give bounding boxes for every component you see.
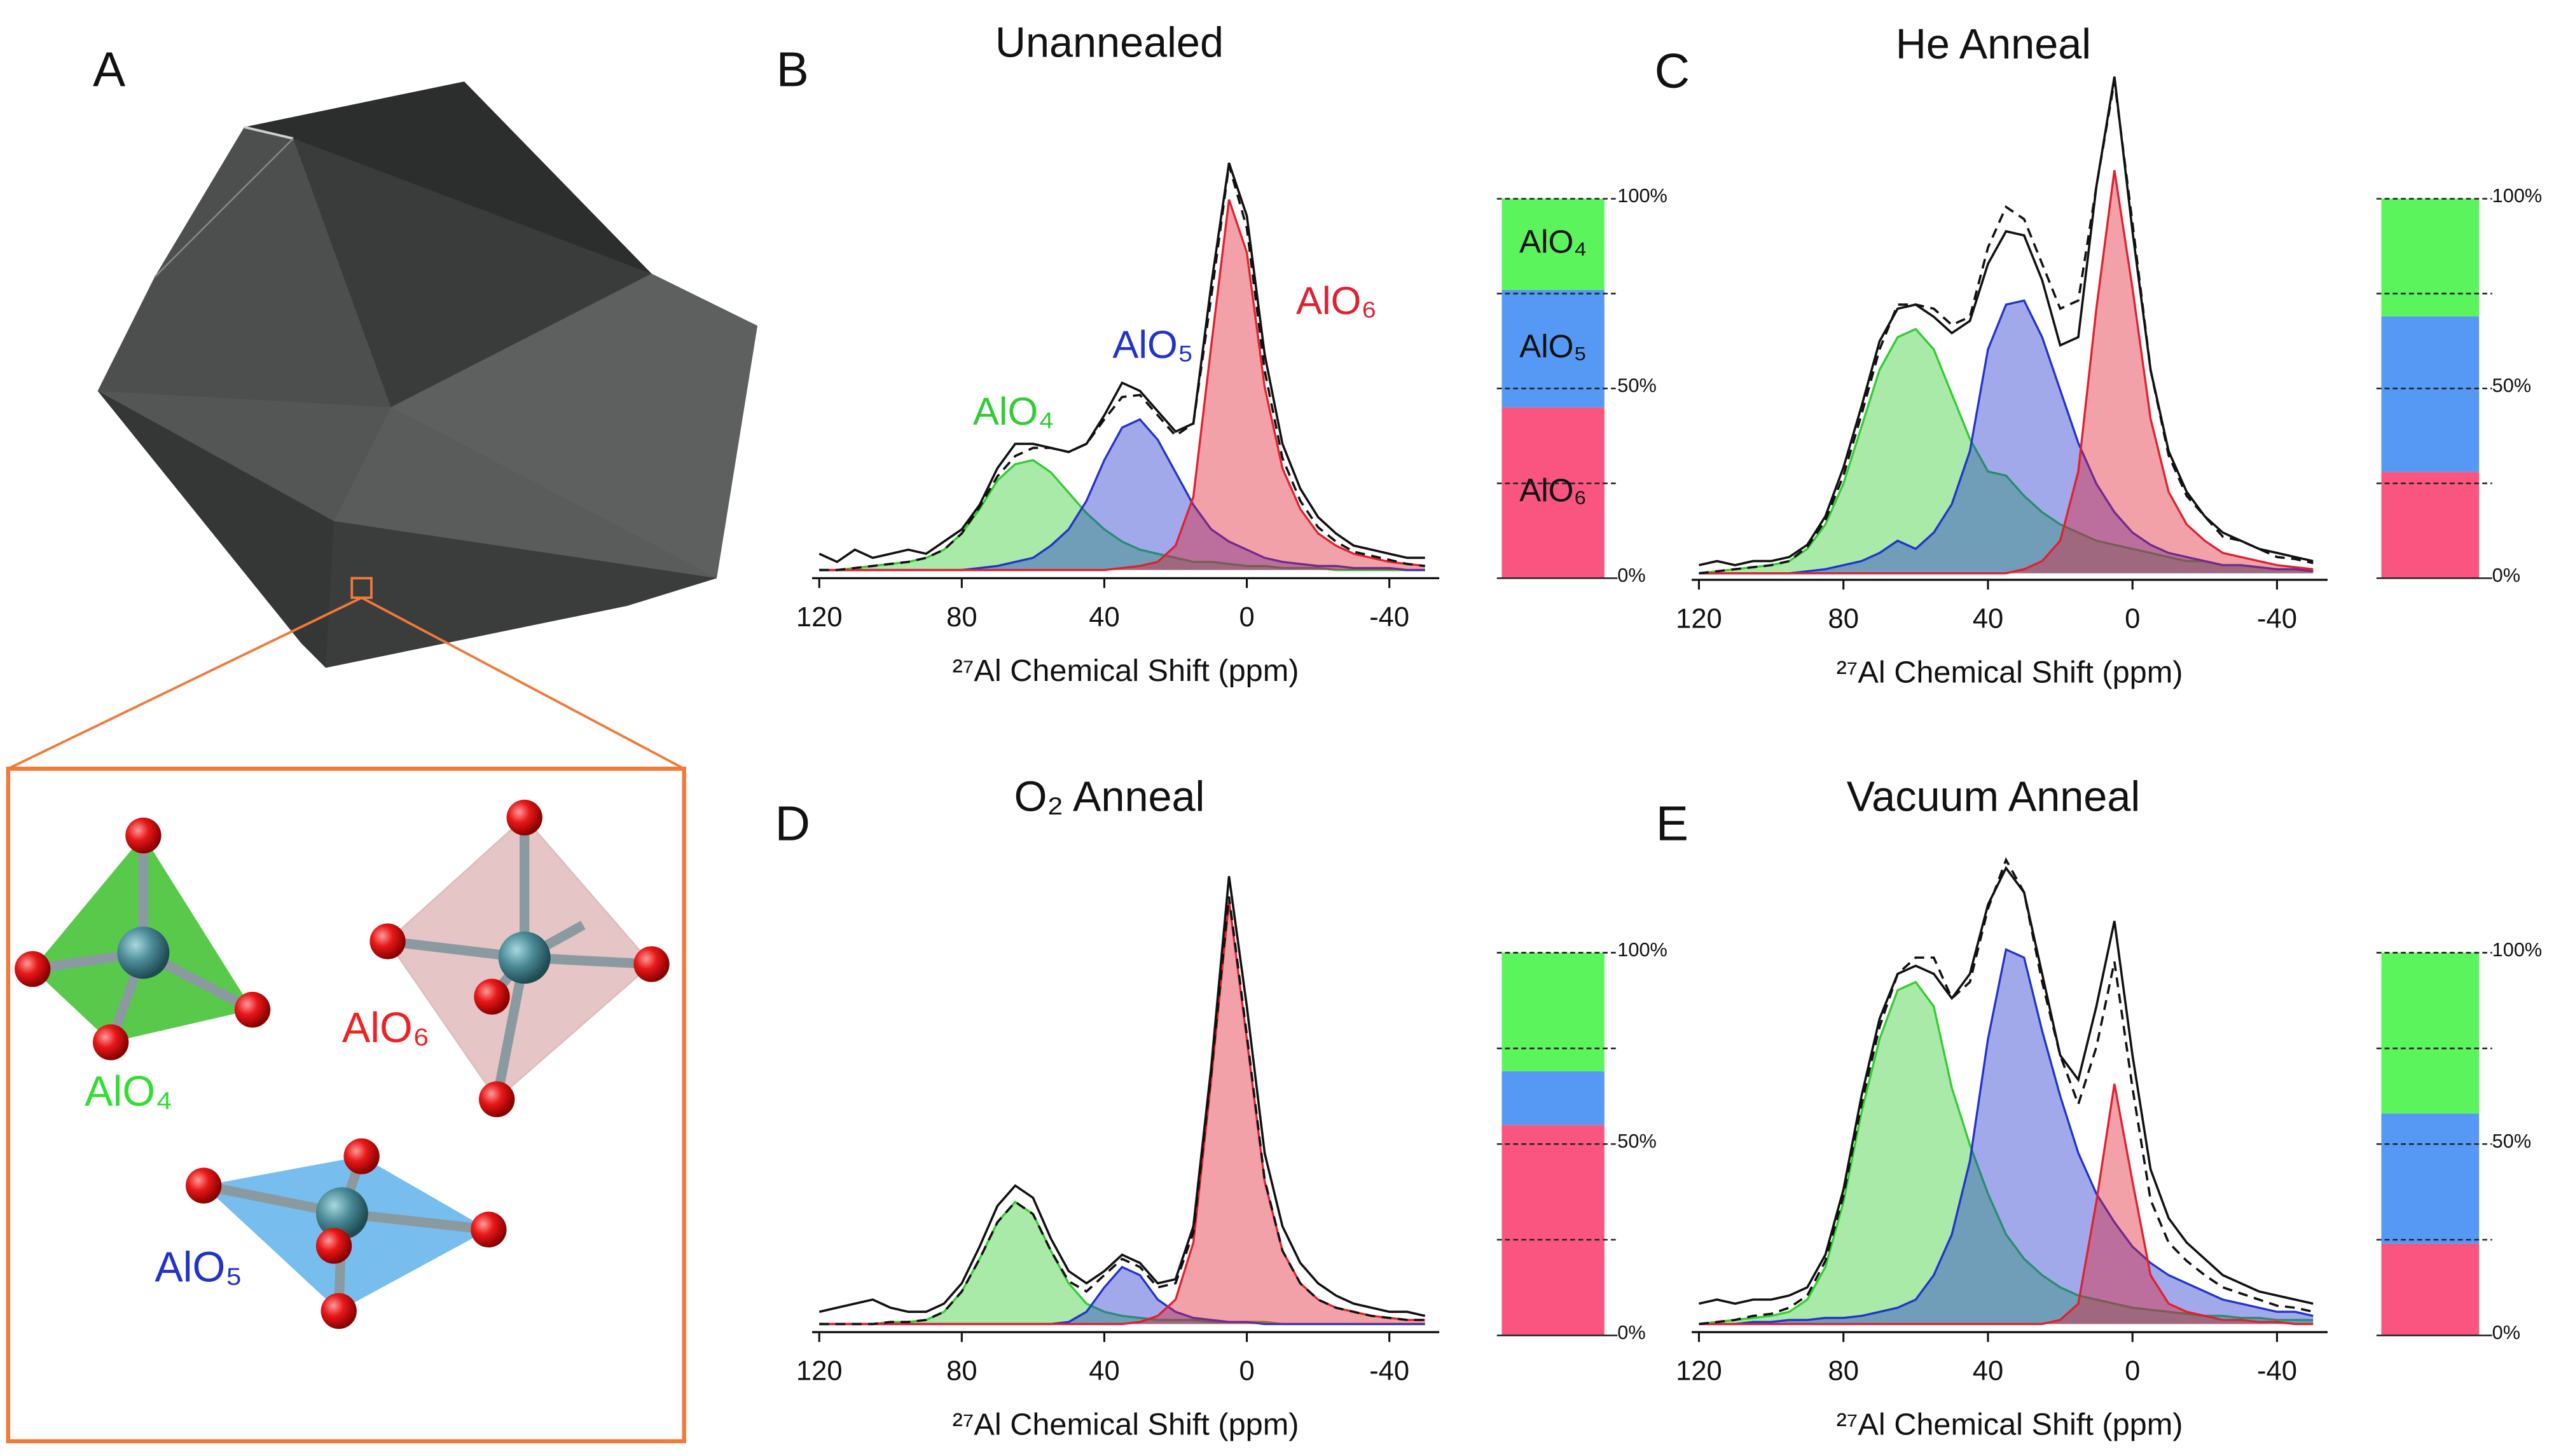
bar-segment <box>1501 952 1605 1072</box>
y-tick-label: 50% <box>2492 374 2531 397</box>
panel-title: He Anneal <box>1896 21 2091 68</box>
y-tick-label: 100% <box>1617 184 1667 207</box>
x-tick-label: 40 <box>1089 1356 1119 1387</box>
x-tick-label: 80 <box>1828 1356 1858 1387</box>
component-line <box>1699 980 2314 1326</box>
component-area <box>1699 982 2314 1324</box>
bar-segment <box>1501 198 1605 290</box>
panel-title: Unannealed <box>995 19 1224 66</box>
tetrahedron <box>15 817 271 1061</box>
component-label: AlO₆ <box>1296 279 1377 323</box>
y-tick-label: 100% <box>2492 184 2543 207</box>
x-tick-label: 40 <box>1089 602 1119 633</box>
structure-label: AlO₄ <box>85 1068 172 1115</box>
zoom-line <box>7 596 362 770</box>
panel-title: Vacuum Anneal <box>1847 773 2140 820</box>
component-area <box>1699 300 2314 573</box>
y-tick-label: 0% <box>1617 1321 1645 1343</box>
x-tick-label: 0 <box>1239 602 1254 633</box>
octahedron <box>369 799 670 1118</box>
bar-segment <box>2381 316 2480 472</box>
x-tick-label: 80 <box>946 1356 977 1387</box>
component-area <box>1699 170 2314 573</box>
x-tick-label: 120 <box>1676 603 1722 634</box>
component-label: AlO₄ <box>973 390 1054 434</box>
component-line <box>1699 1083 2314 1326</box>
spectrum-line <box>818 162 1425 563</box>
zoom-box <box>6 766 686 1444</box>
bar-label: AlO₄ <box>1519 224 1587 260</box>
structure-label: AlO₅ <box>155 1244 242 1291</box>
component-line <box>1699 299 2314 575</box>
component-area <box>819 1202 1425 1324</box>
component-line <box>819 900 1425 1326</box>
y-tick-label: 50% <box>2492 1130 2531 1152</box>
bar-segment <box>1501 1125 1605 1336</box>
y-tick-label: 100% <box>2492 938 2543 961</box>
component-area <box>819 460 1425 570</box>
x-tick-label: 0 <box>1239 1356 1254 1387</box>
x-tick-label: -40 <box>2257 603 2297 634</box>
bar-segment <box>2381 1113 2480 1244</box>
panel-letter: D <box>775 797 810 851</box>
component-area <box>819 419 1425 570</box>
zoom-line <box>361 596 685 770</box>
x-tick-label: 120 <box>796 602 843 633</box>
x-tick-label: 0 <box>2125 1356 2140 1387</box>
bar-segment <box>2381 1243 2480 1336</box>
x-tick-label: 120 <box>796 1356 843 1387</box>
x-axis-label: ²⁷Al Chemical Shift (ppm) <box>1837 655 2183 689</box>
y-tick-label: 0% <box>2492 1321 2520 1343</box>
y-tick-label: 50% <box>1617 1130 1656 1152</box>
spectrum-line <box>1699 857 2314 1326</box>
y-tick-label: 0% <box>2492 564 2520 586</box>
x-tick-label: -40 <box>1369 1356 1409 1387</box>
bar-segment <box>2381 472 2480 579</box>
icosahedron <box>97 81 757 668</box>
x-tick-label: -40 <box>1369 602 1409 633</box>
bar-label: AlO₅ <box>1519 328 1587 364</box>
x-axis-label: ²⁷Al Chemical Shift (ppm) <box>1837 1408 2183 1442</box>
x-tick-label: 40 <box>1973 603 2003 634</box>
x-tick-label: -40 <box>2257 1356 2297 1387</box>
bar-segment <box>2381 952 2480 1114</box>
structure-label: AlO₆ <box>342 1005 430 1052</box>
spectrum-line <box>1699 865 2314 1305</box>
x-tick-label: 0 <box>2125 603 2140 634</box>
panel-title: O₂ Anneal <box>1014 773 1205 820</box>
y-tick-label: 100% <box>1617 938 1667 961</box>
x-axis-label: ²⁷Al Chemical Shift (ppm) <box>953 654 1299 688</box>
x-tick-label: 80 <box>946 602 977 633</box>
component-line <box>819 199 1425 572</box>
x-tick-label: 120 <box>1676 1356 1722 1387</box>
panel-letter: C <box>1655 44 1690 99</box>
component-area <box>1699 949 2314 1324</box>
component-line <box>1699 170 2314 575</box>
bar-segment <box>1501 407 1605 579</box>
panel-a: A <box>6 43 757 1444</box>
bar-segment <box>2381 198 2480 317</box>
x-tick-label: 40 <box>1973 1356 2003 1387</box>
panel-letter: E <box>1656 797 1688 851</box>
x-axis-label: ²⁷Al Chemical Shift (ppm) <box>953 1408 1299 1442</box>
spectrum-line <box>819 896 1425 1326</box>
component-area <box>1699 329 2314 573</box>
y-tick-label: 0% <box>1617 564 1645 586</box>
panel-letter: B <box>777 43 809 97</box>
component-label: AlO₅ <box>1112 323 1193 367</box>
component-area <box>819 900 1425 1324</box>
y-tick-label: 50% <box>1617 374 1656 397</box>
spectrum-line <box>1699 80 2314 575</box>
component-area <box>819 199 1425 570</box>
bipyramid <box>185 1138 507 1329</box>
component-line <box>1699 947 2314 1326</box>
spectrum-line <box>818 876 1426 1317</box>
spectrum-line <box>819 164 1425 572</box>
bar-label: AlO₆ <box>1519 472 1587 509</box>
panel-letter: A <box>93 43 126 97</box>
bar-segment <box>1501 1071 1605 1125</box>
x-tick-label: 80 <box>1828 603 1858 634</box>
component-area <box>819 1267 1425 1324</box>
